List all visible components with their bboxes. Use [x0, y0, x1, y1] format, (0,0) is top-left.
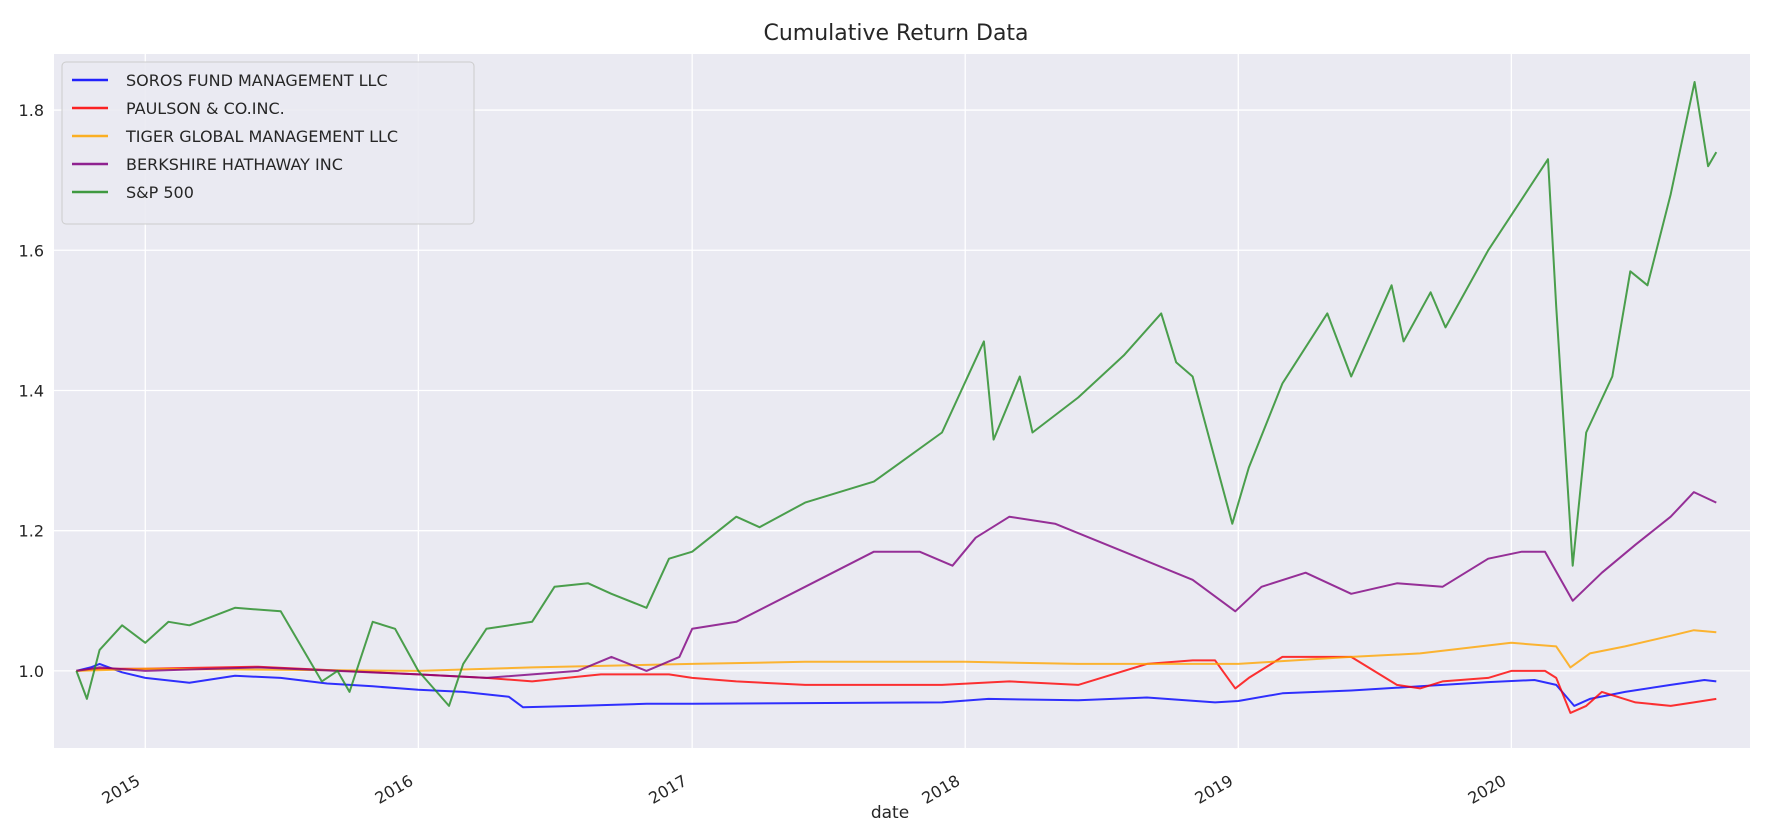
legend-label: SOROS FUND MANAGEMENT LLC — [126, 71, 388, 90]
x-axis-ticks: 2015 2016 2017 2018 2019 2020 — [99, 771, 1510, 808]
y-tick-label: 1.4 — [19, 381, 44, 400]
y-axis-ticks: 1.0 1.2 1.4 1.6 1.8 — [19, 101, 44, 681]
chart-title: Cumulative Return Data — [763, 21, 1028, 46]
legend: SOROS FUND MANAGEMENT LLC PAULSON & CO.IN… — [61, 61, 475, 225]
y-tick-label: 1.0 — [19, 662, 44, 681]
x-axis-label: date — [871, 803, 909, 823]
series-line-0 — [76, 662, 1717, 709]
series-line-4 — [75, 81, 1718, 707]
legend-box — [61, 61, 475, 225]
legend-label: BERKSHIRE HATHAWAY INC — [126, 155, 343, 174]
legend-label: TIGER GLOBAL MANAGEMENT LLC — [125, 127, 398, 146]
x-tick-label: 2015 — [99, 771, 144, 808]
x-tick-label: 2017 — [645, 771, 690, 808]
x-tick-label: 2016 — [372, 771, 417, 808]
legend-label: PAULSON & CO.INC. — [126, 99, 285, 118]
y-tick-label: 1.2 — [19, 522, 44, 541]
x-tick-label: 2019 — [1192, 771, 1237, 808]
x-tick-label: 2020 — [1465, 771, 1510, 808]
y-tick-label: 1.8 — [19, 101, 44, 120]
x-tick-label: 2018 — [918, 771, 963, 808]
legend-label: S&P 500 — [126, 183, 194, 202]
y-tick-label: 1.6 — [19, 241, 44, 260]
series-line-2 — [76, 629, 1717, 672]
series-line-1 — [76, 655, 1717, 714]
series-line-3 — [76, 491, 1717, 679]
series-layer — [75, 81, 1718, 714]
